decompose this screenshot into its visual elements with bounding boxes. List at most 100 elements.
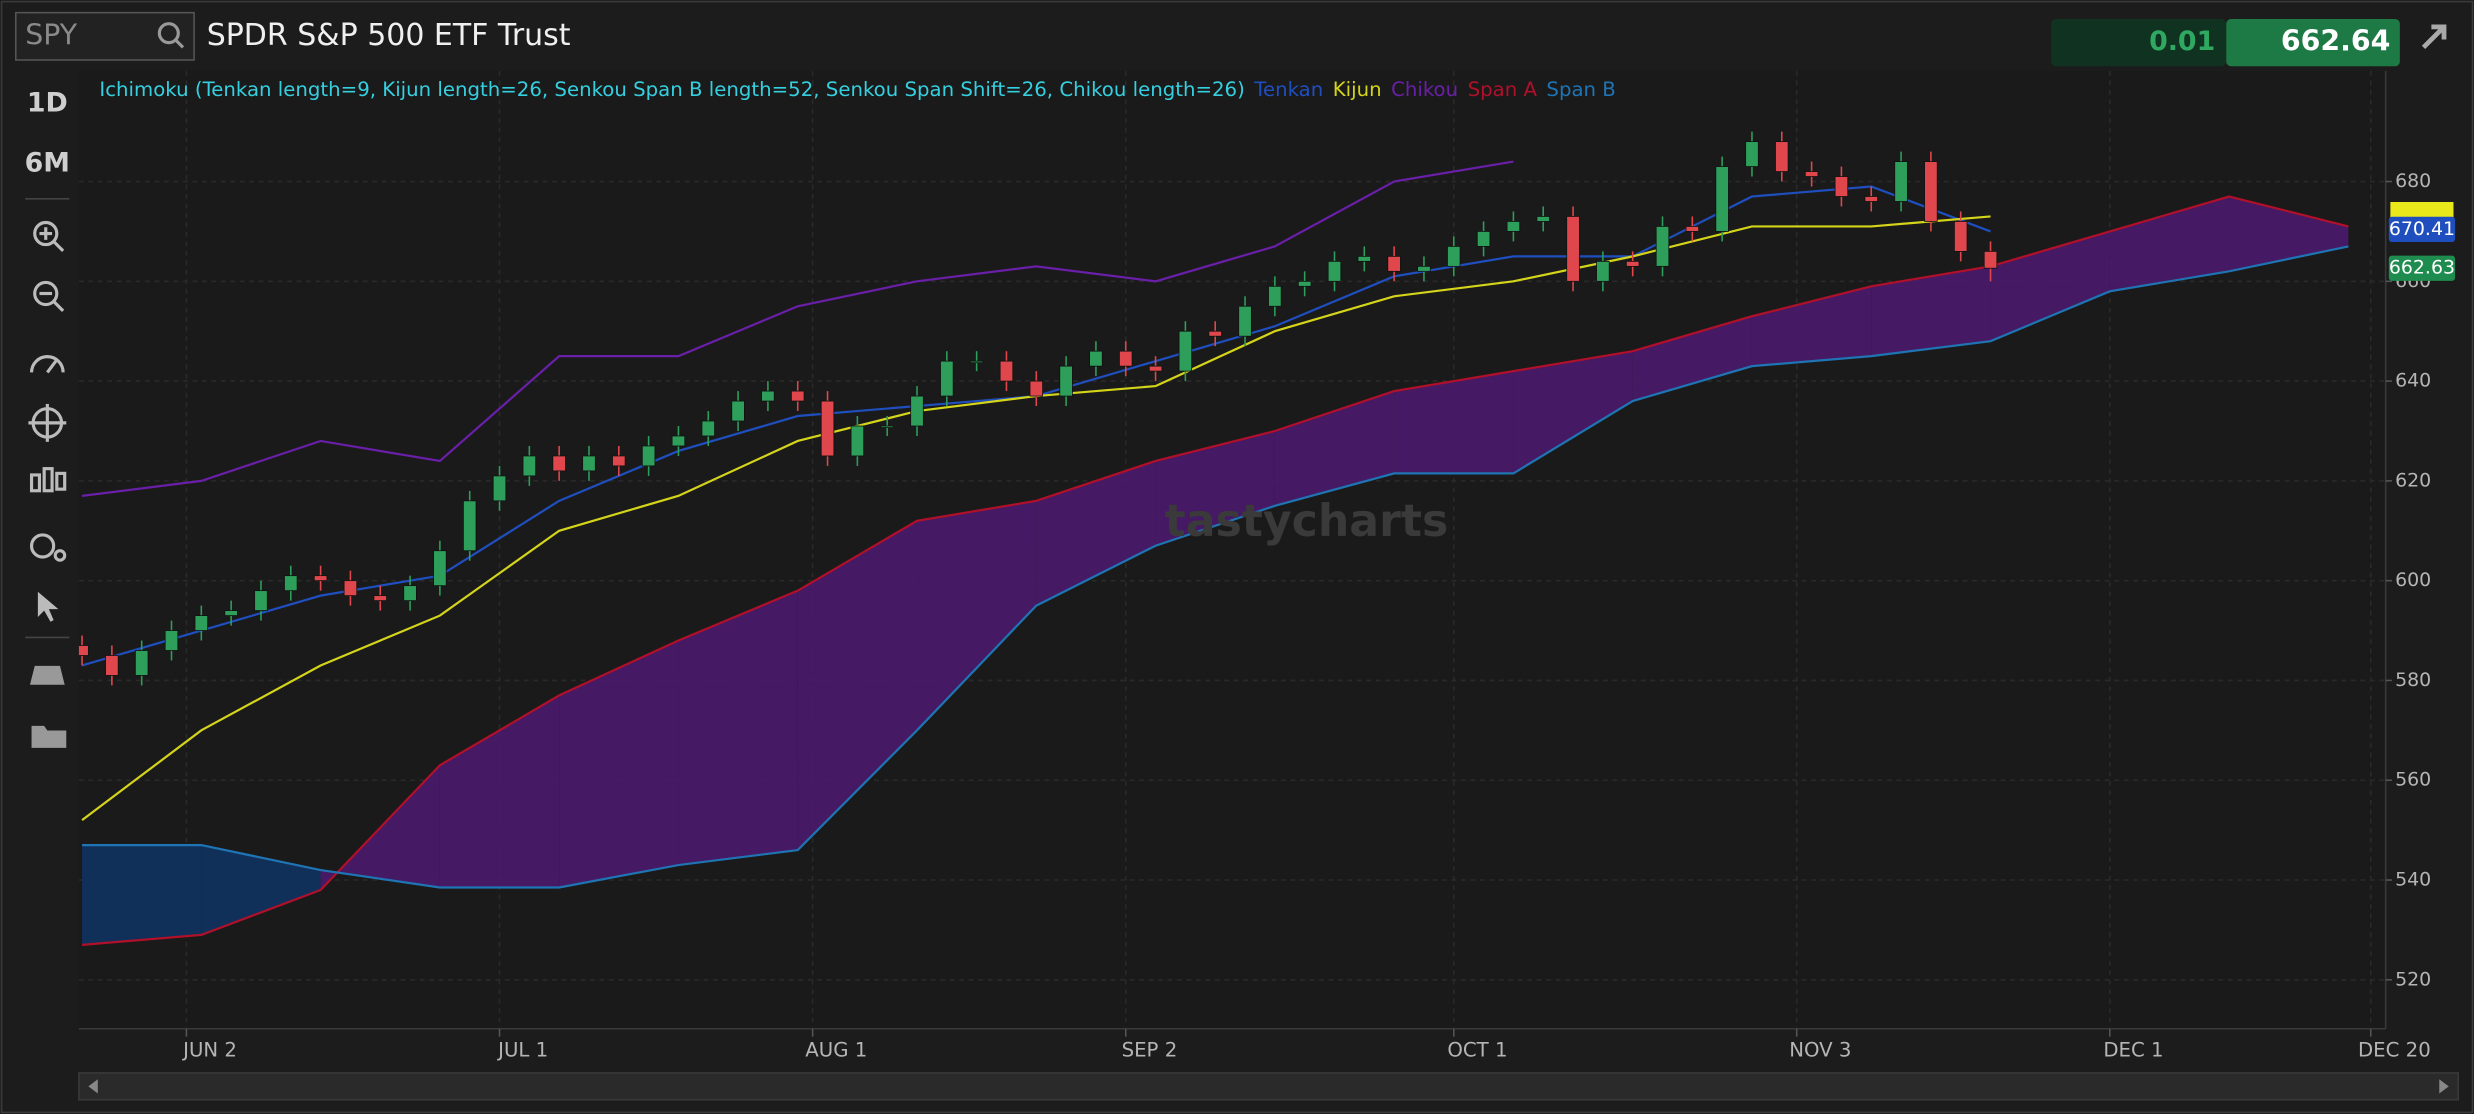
indicator-line xyxy=(81,195,2349,946)
popout-icon[interactable] xyxy=(2421,24,2447,50)
candle-body xyxy=(1864,196,1878,202)
candle-body xyxy=(284,575,298,592)
candle-body xyxy=(641,445,656,467)
x-tick-label: AUG 1 xyxy=(805,1038,867,1061)
scrollbar[interactable] xyxy=(78,1072,2460,1101)
candle-body xyxy=(1894,161,1908,202)
candle-body xyxy=(1089,350,1103,367)
candle-body xyxy=(969,360,984,364)
candle-body xyxy=(1655,226,1670,267)
candle-body xyxy=(1745,141,1759,167)
candles-icon[interactable] xyxy=(29,467,67,493)
cloud-segment xyxy=(1394,371,1514,474)
price-label: 662.63 xyxy=(2389,257,2455,279)
x-tick-label: JUN 2 xyxy=(181,1038,237,1061)
candle-body xyxy=(1924,161,1938,222)
cloud-segment xyxy=(1990,231,2110,342)
candle-body xyxy=(433,550,447,587)
price-label-box xyxy=(2388,255,2456,281)
save-icon[interactable] xyxy=(29,665,65,685)
interval-button[interactable]: 1D xyxy=(27,88,68,119)
candle-body xyxy=(1775,141,1789,172)
zoom-out-icon[interactable] xyxy=(33,280,65,312)
candle-body xyxy=(1268,285,1282,307)
last-price-box xyxy=(2226,18,2400,67)
candle-body xyxy=(1954,221,1968,252)
candle-body xyxy=(78,645,89,656)
candle-body xyxy=(1208,330,1222,337)
x-tick-label: DEC 1 xyxy=(2103,1038,2163,1061)
cloud-segment xyxy=(1751,286,1872,367)
candle-body xyxy=(1685,226,1700,232)
candle-body xyxy=(1566,216,1580,282)
candle-body xyxy=(820,400,835,457)
range-button[interactable]: 6M xyxy=(25,148,70,179)
candle-body xyxy=(1536,216,1550,222)
legend-entry: Span B xyxy=(1546,77,1615,100)
candle-body xyxy=(373,595,387,602)
y-tick-label: 640 xyxy=(2395,370,2431,392)
cloud-segment xyxy=(1274,391,1395,506)
candle-body xyxy=(1596,260,1610,282)
y-tick-label: 600 xyxy=(2395,569,2431,591)
settings-icon[interactable] xyxy=(29,533,67,562)
legend-entry: Kijun xyxy=(1333,77,1382,100)
y-tick-label: 580 xyxy=(2395,669,2431,691)
candle-body xyxy=(254,590,268,611)
candle-body xyxy=(1059,365,1073,397)
indicator-params: Ichimoku (Tenkan length=9, Kijun length=… xyxy=(99,77,1244,100)
cloud-segment xyxy=(82,845,202,945)
candle-body xyxy=(463,500,477,552)
candle-body xyxy=(343,580,358,597)
scroll-left[interactable] xyxy=(88,1079,98,1094)
candle-body xyxy=(701,420,715,437)
search-icon[interactable] xyxy=(157,22,185,49)
candle-body xyxy=(1983,250,1998,269)
zoom-in-icon[interactable] xyxy=(33,220,65,253)
cloud-segment xyxy=(2229,196,2349,272)
speed-icon[interactable] xyxy=(29,355,65,374)
candle-body xyxy=(1178,330,1193,372)
candle-body xyxy=(1357,255,1372,262)
candle-body xyxy=(313,575,328,582)
candle-body xyxy=(791,390,805,402)
cloud-segment xyxy=(917,500,1037,731)
y-tick-label: 620 xyxy=(2395,469,2431,491)
candle-body xyxy=(731,400,745,422)
change-value: 0.01 xyxy=(2149,26,2215,57)
plot-layer xyxy=(78,71,2386,1029)
candle-body xyxy=(1148,365,1163,372)
candle-body xyxy=(850,425,865,457)
candle-body xyxy=(1506,221,1521,232)
candle-body xyxy=(1447,246,1461,267)
symbol-input[interactable] xyxy=(14,11,195,61)
change-box xyxy=(2051,18,2227,67)
candle-body xyxy=(910,395,924,427)
instrument-name: SPDR S&P 500 ETF Trust xyxy=(207,18,571,53)
candle-body xyxy=(164,630,179,651)
candle-body xyxy=(999,360,1014,382)
cloud-segment xyxy=(439,695,560,888)
x-tick-label: NOV 3 xyxy=(1789,1038,1851,1061)
open-icon[interactable] xyxy=(31,725,67,748)
candle-body xyxy=(940,360,954,397)
cloud-segment xyxy=(1513,351,1633,474)
cloud-segment xyxy=(1036,460,1156,606)
candle-body xyxy=(1029,380,1043,397)
pointer-icon[interactable] xyxy=(37,591,59,622)
drawing-icon[interactable] xyxy=(28,403,67,442)
candle-body xyxy=(1387,255,1401,272)
cloud-segment xyxy=(797,520,918,851)
y-tick-label: 520 xyxy=(2395,968,2431,990)
last-price: 662.64 xyxy=(2281,25,2391,58)
candle-body xyxy=(1476,231,1491,247)
candle-body xyxy=(1297,280,1312,287)
legend-entry: Span A xyxy=(1468,77,1538,100)
scroll-right[interactable] xyxy=(2439,1079,2449,1094)
x-tick-label: DEC 20 xyxy=(2358,1038,2431,1061)
indicator-line xyxy=(81,160,1514,497)
indicator-line xyxy=(82,245,2349,889)
